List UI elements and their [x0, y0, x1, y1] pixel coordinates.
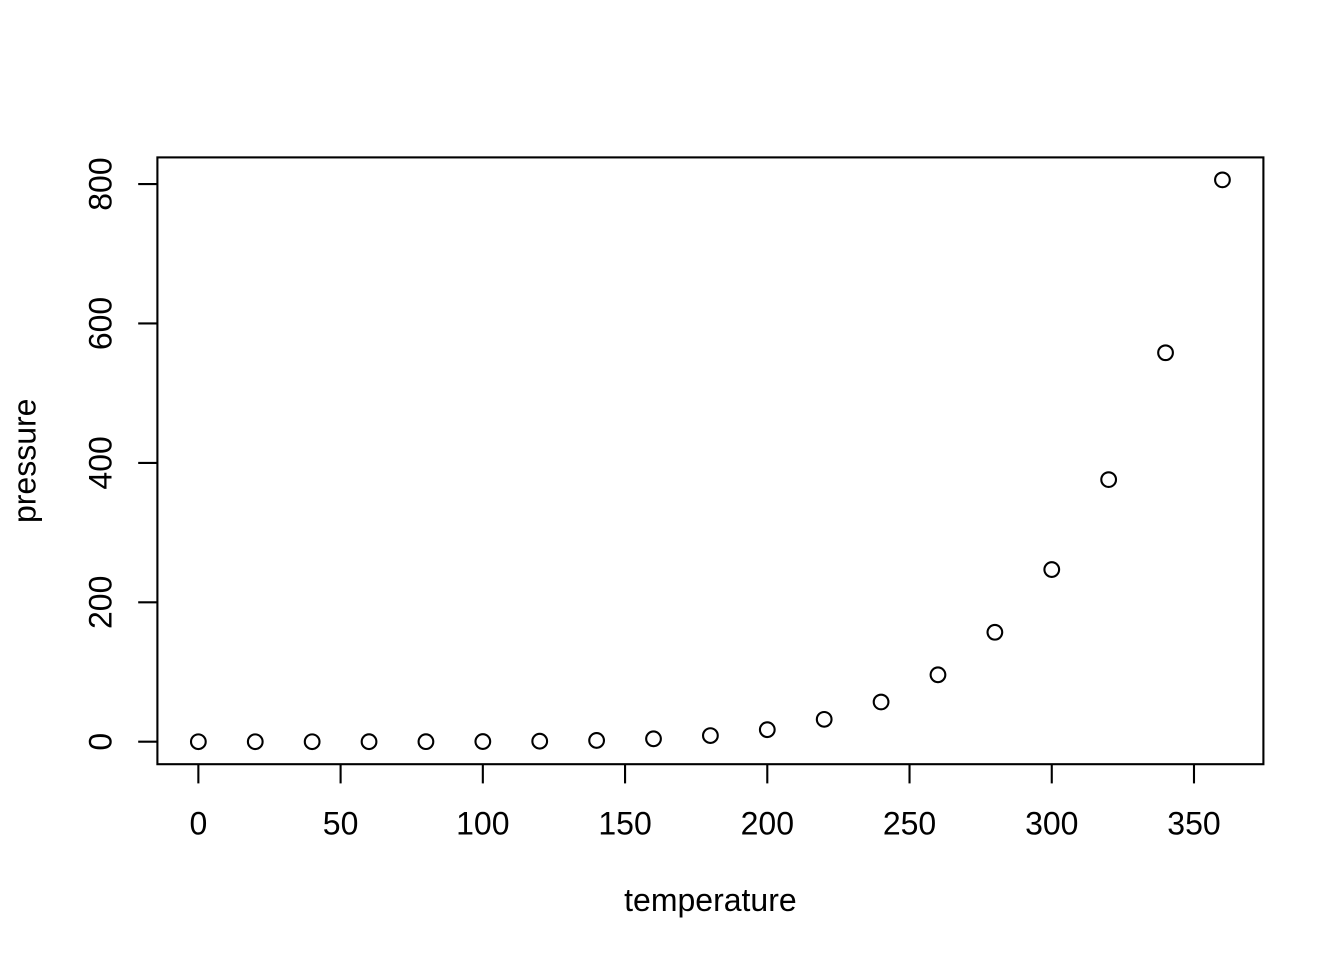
svg-text:0: 0 [189, 805, 207, 841]
svg-text:350: 350 [1167, 805, 1220, 841]
svg-text:250: 250 [883, 805, 936, 841]
svg-text:150: 150 [598, 805, 651, 841]
svg-text:100: 100 [456, 805, 509, 841]
svg-text:0: 0 [82, 733, 118, 751]
svg-text:800: 800 [82, 157, 118, 210]
svg-text:600: 600 [82, 297, 118, 350]
svg-text:400: 400 [82, 436, 118, 489]
svg-text:temperature: temperature [624, 882, 797, 918]
svg-text:300: 300 [1025, 805, 1078, 841]
svg-text:pressure: pressure [7, 399, 43, 524]
svg-text:50: 50 [323, 805, 359, 841]
svg-text:200: 200 [82, 576, 118, 629]
svg-text:200: 200 [741, 805, 794, 841]
